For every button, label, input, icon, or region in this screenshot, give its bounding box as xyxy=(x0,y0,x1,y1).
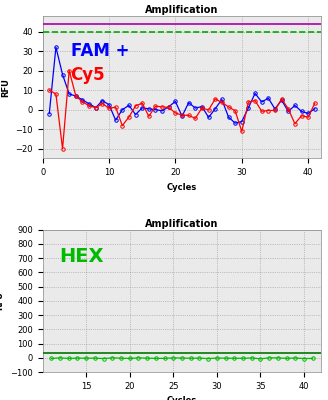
Text: HEX: HEX xyxy=(59,247,104,266)
Title: Amplification: Amplification xyxy=(145,5,219,15)
Title: Amplification: Amplification xyxy=(145,219,219,229)
Text: FAM +: FAM + xyxy=(71,42,129,60)
X-axis label: Cycles: Cycles xyxy=(167,183,197,192)
Y-axis label: RFU: RFU xyxy=(1,78,10,97)
X-axis label: Cycles: Cycles xyxy=(167,396,197,400)
Text: Cy5: Cy5 xyxy=(71,66,105,84)
Y-axis label: RFU: RFU xyxy=(0,291,5,310)
